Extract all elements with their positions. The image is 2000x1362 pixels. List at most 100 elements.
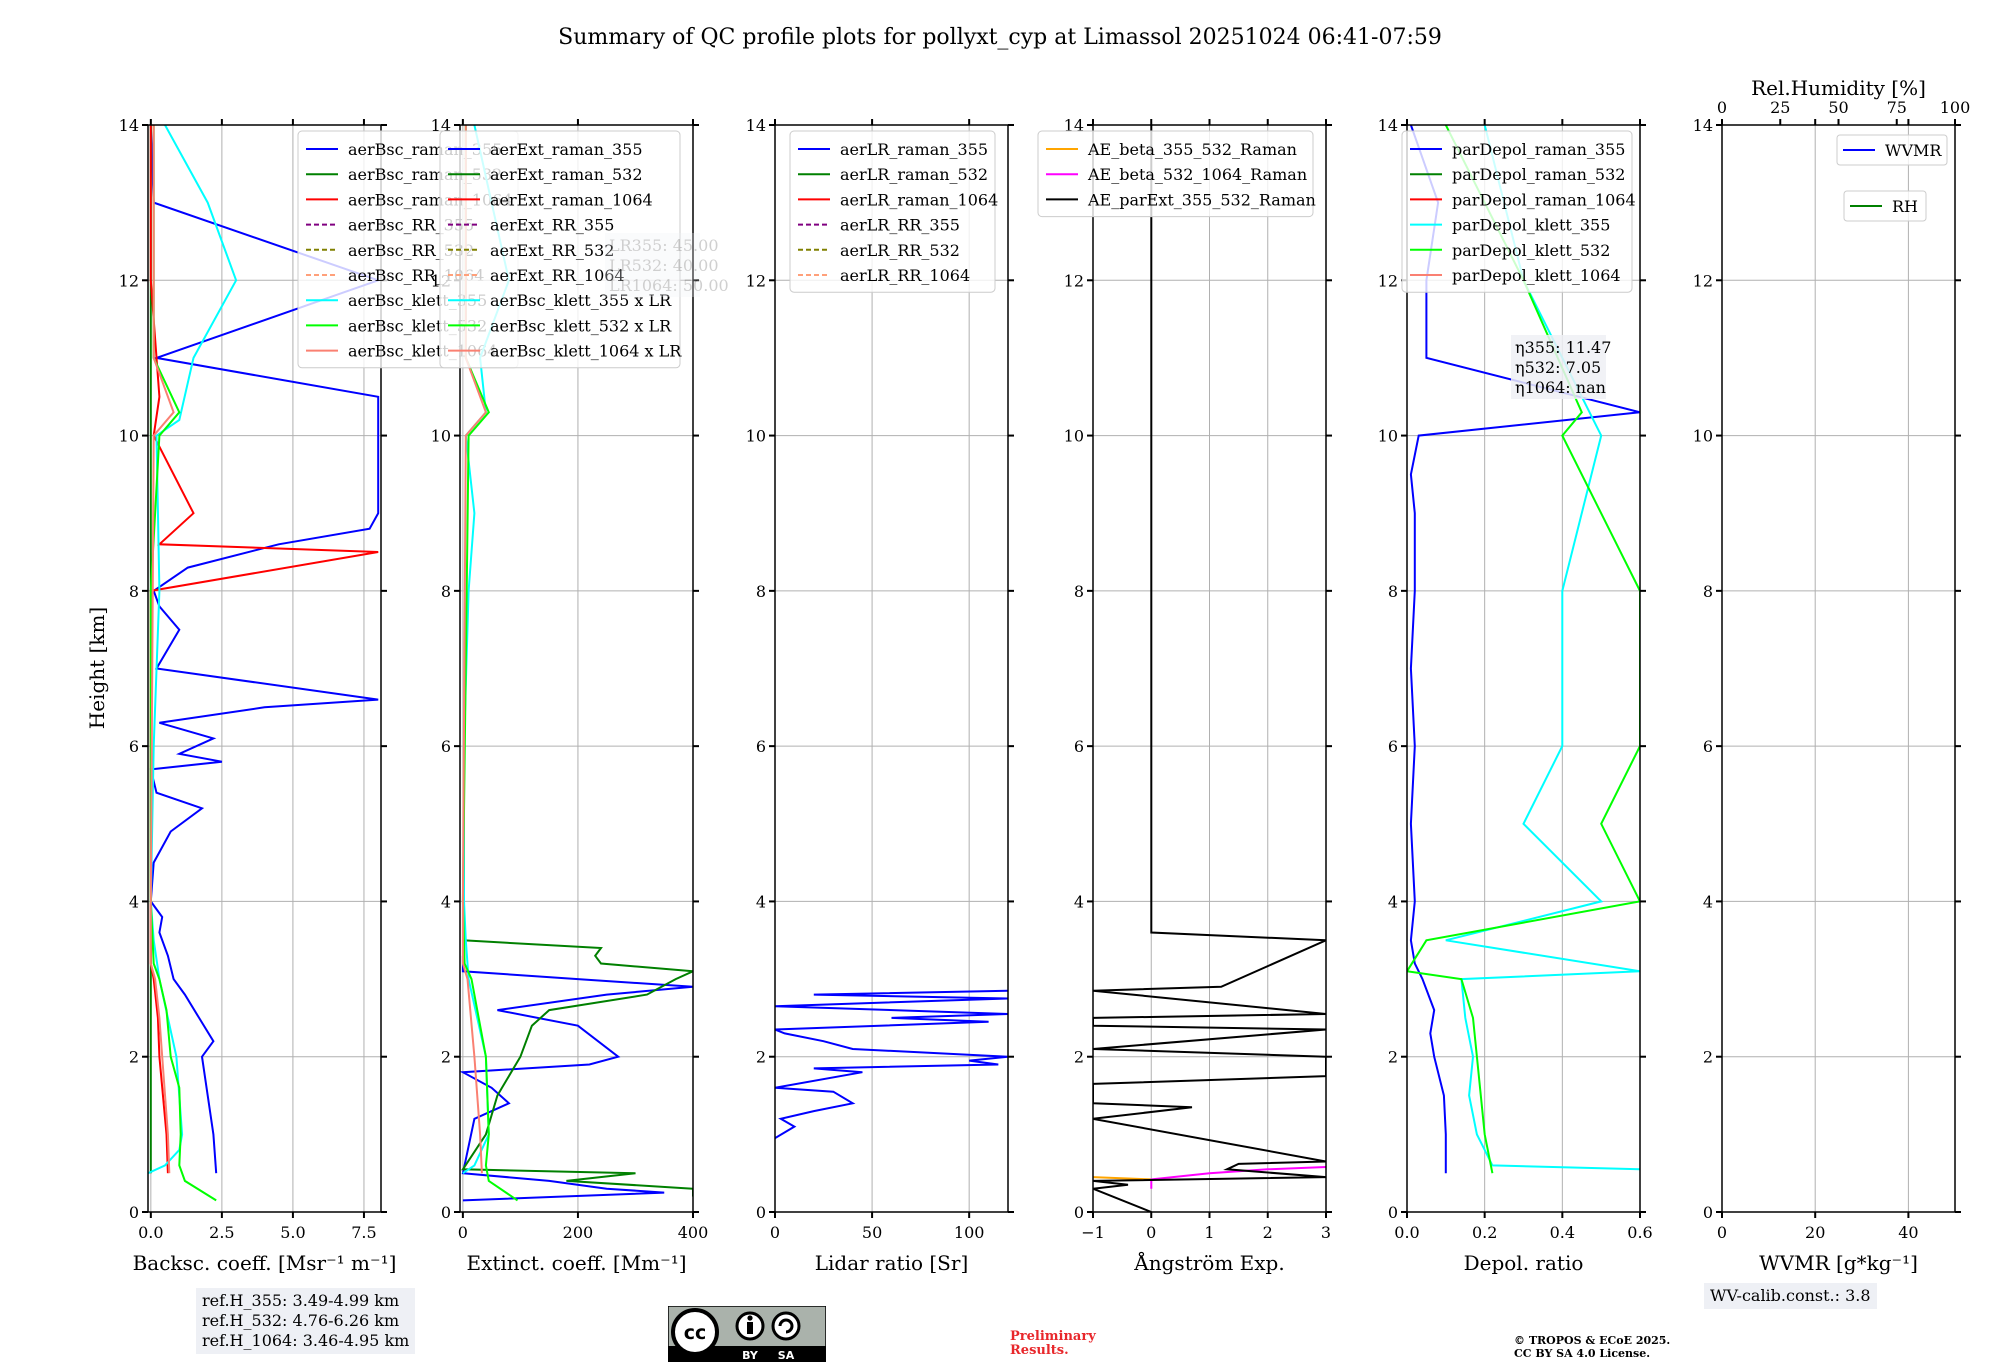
- cc-icon: [671, 1308, 719, 1356]
- y-tick-label: 0: [756, 1203, 766, 1222]
- preliminary-results-note: Preliminary Results.: [1010, 1329, 1096, 1358]
- y-tick-label: 14: [119, 116, 139, 135]
- y-tick-label: 4: [1074, 892, 1084, 911]
- x-tick-label: 1: [1204, 1223, 1214, 1242]
- y-tick-label: 10: [1064, 427, 1084, 446]
- copyright-note: © TROPOS & ECoE 2025. CC BY SA 4.0 Licen…: [1514, 1334, 1671, 1360]
- series-line-aerbsc-klett-532-x-lr: [461, 125, 519, 1202]
- series-line-ae-beta-355-532-raman: [1093, 1176, 1152, 1181]
- axes-frame: [1406, 124, 1641, 1213]
- top-x-tick-label: 50: [1828, 98, 1848, 117]
- badge-sa-label: SA: [778, 1349, 795, 1362]
- x-tick-label: 0.0: [138, 1223, 163, 1242]
- legend-label: aerExt_RR_355: [490, 216, 614, 235]
- y-tick-label: 8: [129, 582, 139, 601]
- y-tick-label: 8: [1074, 582, 1084, 601]
- legend-label: WVMR: [1885, 141, 1942, 160]
- legend-label: aerLR_RR_355: [840, 216, 960, 235]
- x-tick-label: 400: [678, 1223, 709, 1242]
- x-tick-label: 0: [1146, 1223, 1156, 1242]
- y-tick-label: 0: [129, 1203, 139, 1222]
- y-tick-label: 12: [1378, 271, 1398, 290]
- y-tick-label: 2: [1388, 1048, 1398, 1067]
- y-tick-label: 8: [1703, 582, 1713, 601]
- legend-label: aerLR_RR_532: [840, 241, 960, 260]
- legend-box-wvmr: [1836, 134, 1948, 166]
- annotation-text: η1064: nan: [1515, 378, 1606, 397]
- legend-label: aerBsc_klett_532 x LR: [490, 316, 672, 335]
- y-tick-label: 6: [1703, 737, 1713, 756]
- figure-title: Summary of QC profile plots for pollyxt_…: [558, 25, 1442, 50]
- top-x-tick-label: 0: [1717, 98, 1727, 117]
- x-axis-label: WVMR [g*kg⁻¹]: [1759, 1251, 1918, 1275]
- x-tick-label: 7.5: [351, 1223, 376, 1242]
- legend-label: aerLR_raman_1064: [840, 190, 998, 209]
- y-tick-label: 14: [431, 116, 451, 135]
- y-tick-label: 6: [129, 737, 139, 756]
- cc-by-sa-badge: cc BY SA: [668, 1306, 826, 1362]
- y-tick-label: 8: [441, 582, 451, 601]
- annotation-text: LR1064: 50.00: [609, 276, 729, 295]
- wv-calibration-box: WV-calib.const.: 3.8: [1704, 1283, 1877, 1309]
- y-tick-label: 8: [1388, 582, 1398, 601]
- legend-label: aerExt_RR_532: [490, 241, 614, 260]
- axes-frame: [774, 124, 1009, 1213]
- legend: parDepol_raman_355 parDepol_raman_532 parD…: [1401, 130, 1636, 293]
- legend-label: AE_beta_532_1064_Raman: [1087, 165, 1307, 184]
- annotation-box: [1511, 335, 1606, 399]
- legend-label: AE_beta_355_532_Raman: [1087, 140, 1297, 159]
- x-tick-label: 0.4: [1550, 1223, 1575, 1242]
- x-axis-label: Ångström Exp.: [1133, 1250, 1284, 1275]
- series-line-aerbsc-klett-355: [148, 125, 238, 1175]
- y-tick-label: 0: [441, 1203, 451, 1222]
- y-tick-label: 4: [441, 892, 451, 911]
- series-line-pardepol-klett-355: [1445, 125, 1640, 1171]
- y-tick-label: 12: [119, 271, 139, 290]
- y-tick-label: 2: [756, 1048, 766, 1067]
- x-tick-label: 0.0: [1394, 1223, 1419, 1242]
- axes-frame: [1092, 124, 1327, 1213]
- legend-box: [1037, 130, 1314, 218]
- legend-label: aerExt_raman_355: [490, 140, 643, 159]
- ref-height-532: ref.H_532: 4.76-6.26 km: [202, 1311, 400, 1330]
- y-tick-label: 10: [1378, 427, 1398, 446]
- legend-box-rh: [1843, 190, 1927, 222]
- ref-height-1064: ref.H_1064: 3.46-4.95 km: [202, 1331, 410, 1350]
- y-tick-label: 6: [1074, 737, 1084, 756]
- legend-label: parDepol_klett_1064: [1452, 266, 1621, 285]
- y-tick-label: 10: [1693, 427, 1713, 446]
- y-tick-label: 4: [756, 892, 766, 911]
- y-tick-label: 12: [1064, 271, 1084, 290]
- x-tick-label: 50: [862, 1223, 882, 1242]
- legend-label: AE_parExt_355_532_Raman: [1087, 190, 1316, 209]
- legend-label: parDepol_raman_532: [1452, 165, 1625, 184]
- legend: aerExt_raman_355 aerExt_raman_532 aerExt_r…: [439, 130, 682, 369]
- legend-label: parDepol_klett_355: [1452, 216, 1610, 235]
- legend-box: [1401, 130, 1633, 293]
- y-tick-label: 2: [129, 1048, 139, 1067]
- series-line-aerlr-raman-355: [775, 989, 1008, 1140]
- x-tick-label: 0.6: [1627, 1223, 1652, 1242]
- y-tick-label: 6: [756, 737, 766, 756]
- share-alike-icon: [771, 1311, 801, 1341]
- x-tick-label: 100: [954, 1223, 985, 1242]
- x-tick-label: 2: [1263, 1223, 1273, 1242]
- legend-label: aerExt_raman_1064: [490, 190, 653, 209]
- y-tick-label: 2: [441, 1048, 451, 1067]
- x-tick-label: 0: [770, 1223, 780, 1242]
- legend-label: aerLR_raman_355: [840, 140, 988, 159]
- y-tick-label: 12: [1693, 271, 1713, 290]
- x-tick-label: 200: [563, 1223, 594, 1242]
- x-axis-label: Backsc. coeff. [Msr⁻¹ m⁻¹]: [133, 1251, 397, 1275]
- series-line-aerbsc-klett-1064: [149, 125, 175, 1174]
- x-tick-label: 3: [1321, 1223, 1331, 1242]
- legend-label: aerLR_raman_532: [840, 165, 988, 184]
- x-axis-label: Extinct. coeff. [Mm⁻¹]: [466, 1251, 686, 1275]
- legend-label: aerBsc_klett_355 x LR: [490, 291, 672, 310]
- legend-box: [789, 130, 996, 293]
- legend-label: parDepol_klett_532: [1452, 241, 1610, 260]
- annotation-text: η355: 11.47: [1515, 338, 1611, 357]
- y-tick-label: 4: [1703, 892, 1713, 911]
- legend-label: aerBsc_klett_1064 x LR: [490, 342, 682, 361]
